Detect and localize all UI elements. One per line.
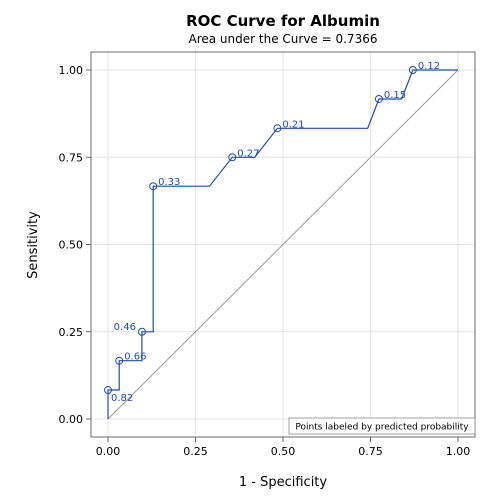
chart-subtitle: Area under the Curve = 0.7366 xyxy=(189,32,378,46)
roc-point-label: 0.33 xyxy=(158,177,180,188)
roc-point-marker xyxy=(115,356,124,365)
x-tick-label: 0.75 xyxy=(358,445,383,458)
roc-point-marker xyxy=(137,327,146,336)
x-tick-label: 0.00 xyxy=(96,445,121,458)
y-axis-title: Sensitivity xyxy=(26,211,41,279)
roc-point-label: 0.46 xyxy=(114,322,136,333)
chart-title: ROC Curve for Albumin xyxy=(186,12,380,30)
labeled-points: 0.82 0.66 0.46 0.33 0.27 0.21 0.15 0.12 xyxy=(104,61,440,404)
plot-frame xyxy=(90,51,476,438)
y-tick-label: 0.25 xyxy=(59,326,84,339)
roc-point-marker xyxy=(374,94,383,103)
legend-note: Points labeled by predicted probability xyxy=(295,423,469,433)
grid-lines xyxy=(91,52,475,437)
y-tick-label: 0.50 xyxy=(59,239,84,252)
roc-point-marker xyxy=(273,124,282,133)
y-tick-label: 1.00 xyxy=(59,64,84,77)
y-tick-label: 0.75 xyxy=(59,151,84,164)
roc-point-marker xyxy=(228,153,237,162)
legend-box: Points labeled by predicted probability xyxy=(288,417,476,435)
roc-point-label: 0.82 xyxy=(111,393,133,404)
axis-ticks: 0.00 0.25 0.50 0.75 1.00 0.00 0.25 0.50 0.75 1.00 xyxy=(59,64,471,458)
reference-diagonal xyxy=(107,69,459,420)
x-axis-title: 1 - Specificity xyxy=(239,475,328,490)
x-tick-label: 0.50 xyxy=(271,445,296,458)
x-tick-label: 0.25 xyxy=(183,445,208,458)
roc-point-label: 0.66 xyxy=(124,352,146,363)
roc-point-label: 0.15 xyxy=(384,90,406,101)
roc-point-label: 0.27 xyxy=(237,148,259,159)
x-tick-label: 1.00 xyxy=(446,445,471,458)
roc-point-marker xyxy=(104,386,112,395)
roc-point-marker xyxy=(149,182,158,191)
roc-curve-line xyxy=(107,69,458,419)
roc-point-marker xyxy=(408,66,417,74)
roc-point-label: 0.21 xyxy=(282,119,304,130)
y-tick-label: 0.00 xyxy=(59,413,84,426)
roc-point-label: 0.12 xyxy=(418,61,440,72)
